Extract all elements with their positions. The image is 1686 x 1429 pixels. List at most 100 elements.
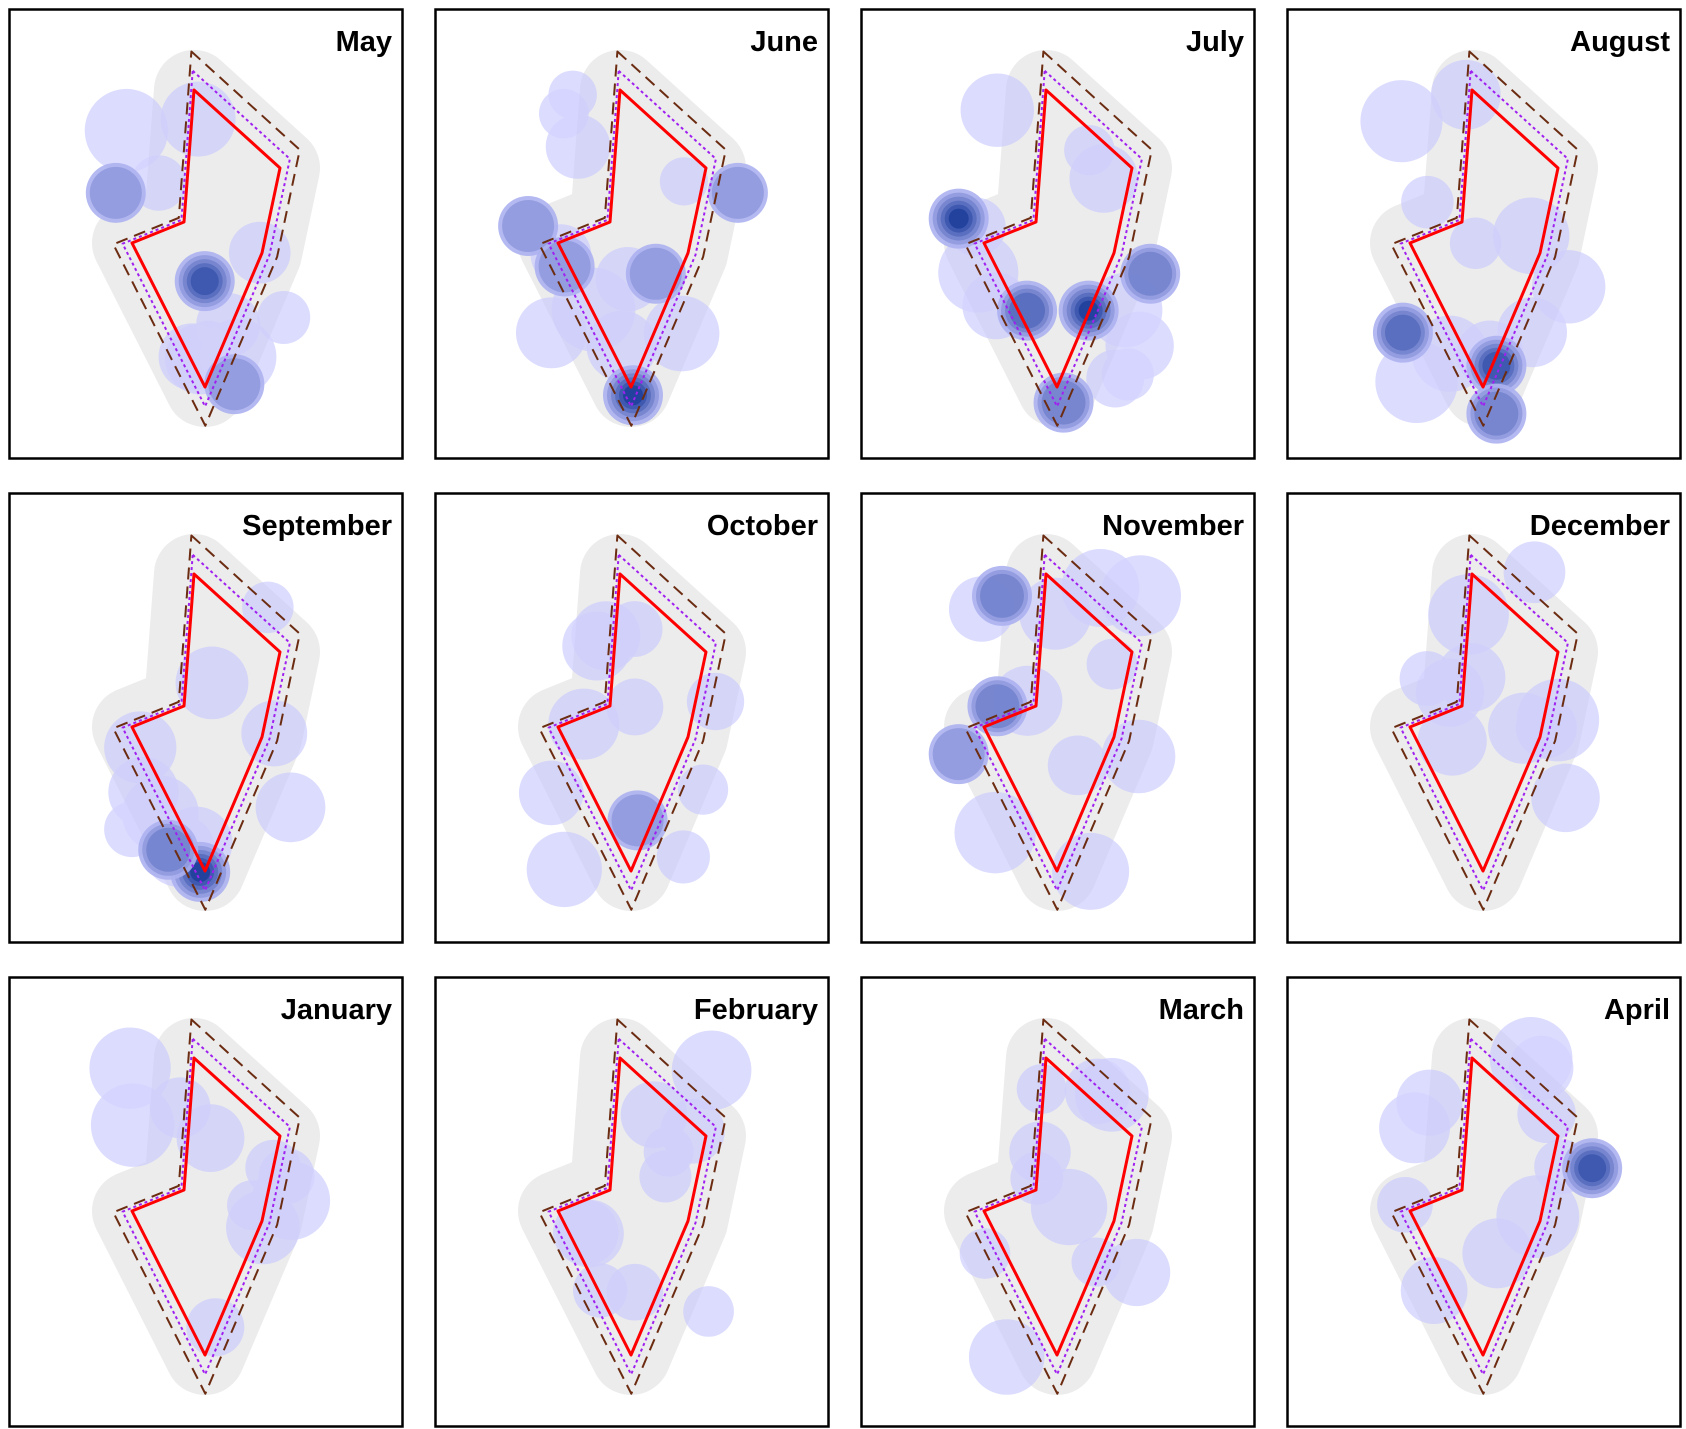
density-blob — [938, 232, 1019, 313]
density-blob — [89, 1027, 171, 1109]
density-blob — [1488, 692, 1560, 764]
density-blob — [1503, 541, 1566, 604]
density-blob — [671, 1030, 752, 1111]
panel-title: January — [280, 994, 392, 1026]
density-blob — [1101, 348, 1154, 401]
density-blob — [255, 772, 326, 843]
panel-plot — [8, 492, 404, 944]
inner-boundary — [130, 88, 282, 389]
density-blob — [1401, 175, 1454, 229]
density-blob — [656, 830, 710, 884]
outer-boundary — [964, 50, 1153, 427]
density-blob — [677, 764, 729, 815]
density-blob — [1508, 1035, 1574, 1101]
outer-boundary — [112, 534, 301, 911]
density-blob — [1377, 1176, 1433, 1233]
density-hotspot — [997, 280, 1058, 341]
density-blob — [160, 81, 236, 157]
density-blob — [1415, 658, 1485, 727]
inner-boundary — [1408, 572, 1560, 873]
density-blob — [1417, 706, 1487, 776]
panel-may: May — [8, 8, 404, 460]
density-blob — [1052, 832, 1130, 910]
density-hotspot — [174, 251, 235, 312]
panel-plot — [434, 976, 830, 1428]
density-blob — [954, 791, 1036, 874]
density-blob — [1101, 719, 1176, 794]
density-hotspot — [498, 195, 559, 256]
density-blob — [1449, 217, 1502, 270]
outer-boundary — [538, 1018, 727, 1395]
panel-title: August — [1570, 26, 1670, 58]
density-blob — [1531, 763, 1600, 833]
inner-boundary — [1408, 88, 1560, 389]
panel-plot — [860, 8, 1256, 460]
density-hotspot — [1372, 302, 1433, 363]
density-blob — [968, 1319, 1045, 1395]
inner-boundary — [982, 572, 1134, 873]
density-hotspot — [603, 365, 663, 426]
panel-plot — [1286, 8, 1682, 460]
panel-title: June — [750, 26, 818, 58]
density-hotspot — [1120, 243, 1181, 304]
density-blob — [1396, 1069, 1463, 1136]
inner-boundary — [982, 88, 1134, 389]
panel-october: October — [434, 492, 830, 944]
density-layer — [1377, 1017, 1590, 1324]
panel-february: February — [434, 976, 830, 1428]
density-blob — [1030, 1168, 1108, 1246]
density-blob — [149, 1077, 211, 1139]
density-blob — [1462, 1218, 1533, 1289]
panel-plot — [434, 492, 830, 944]
density-blob — [1064, 1058, 1131, 1125]
density-layer — [959, 1057, 1171, 1395]
density-blob — [1400, 1257, 1468, 1324]
density-layer — [938, 73, 1174, 408]
inner-boundary — [982, 1056, 1134, 1357]
panel-title: September — [242, 510, 392, 542]
density-hotspot — [972, 565, 1032, 626]
density-hotspot — [138, 819, 199, 880]
inner-boundary — [130, 1056, 282, 1357]
panel-march: March — [860, 976, 1256, 1428]
outer-boundary — [1390, 534, 1579, 911]
inner-boundary — [556, 572, 708, 873]
density-hotspot — [625, 243, 686, 304]
panel-title: April — [1603, 994, 1670, 1026]
density-hotspot — [707, 162, 768, 223]
density-layer — [104, 581, 326, 887]
outer-boundary — [538, 534, 727, 911]
density-blob — [1047, 735, 1108, 796]
density-blob — [175, 646, 249, 720]
density-blob — [228, 221, 291, 284]
panel-title: October — [706, 510, 818, 542]
panel-september: September — [8, 492, 404, 944]
density-hotspot — [204, 354, 265, 415]
panel-plot — [860, 492, 1256, 944]
density-blob — [257, 290, 311, 344]
density-blob — [1086, 638, 1138, 690]
density-hotspot — [607, 790, 668, 851]
panel-january: January — [8, 976, 404, 1428]
panel-title: December — [1529, 510, 1670, 542]
panel-title: November — [1102, 510, 1244, 542]
outer-boundary — [1390, 1018, 1579, 1395]
panel-plot — [8, 976, 404, 1428]
density-blob — [84, 88, 169, 173]
density-blob — [606, 678, 664, 736]
density-blob — [556, 1199, 624, 1268]
panel-title: March — [1158, 994, 1244, 1026]
density-blob — [526, 831, 602, 908]
panel-july: July — [860, 8, 1256, 460]
density-blob — [227, 1180, 277, 1231]
outer-boundary — [112, 1018, 301, 1395]
panel-august: August — [1286, 8, 1682, 460]
panel-june: June — [434, 8, 830, 460]
inner-boundary — [556, 88, 708, 389]
density-blob — [1100, 555, 1181, 637]
density-blob — [1064, 124, 1115, 176]
panel-plot — [860, 976, 1256, 1428]
outer-boundary — [1390, 50, 1579, 427]
density-blob — [104, 711, 177, 784]
density-blob — [683, 1286, 734, 1337]
